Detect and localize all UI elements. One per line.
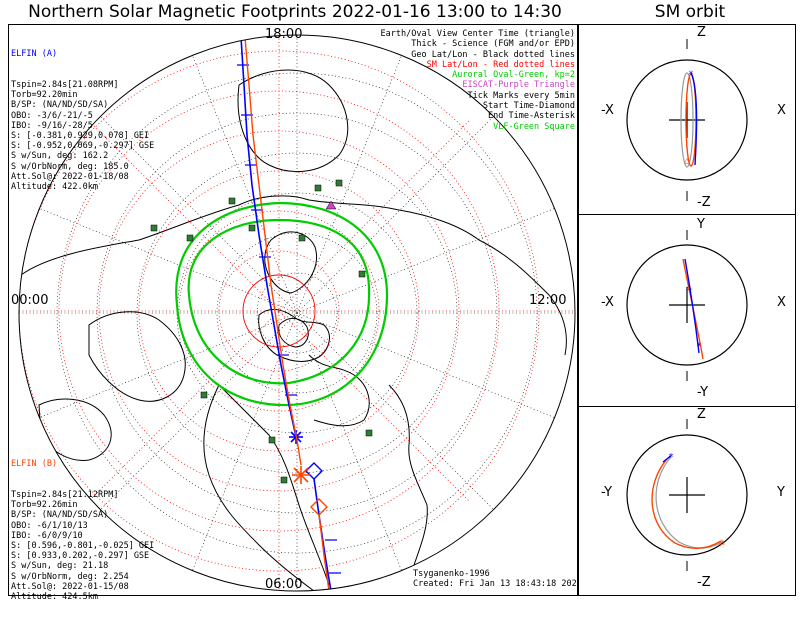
vlf-square: [228, 197, 236, 205]
svg-text:△: △: [686, 282, 692, 292]
sm-pole-circle: [242, 274, 316, 348]
svg-text:*: *: [688, 70, 693, 80]
sm-yz-top: Z: [697, 407, 706, 422]
info-line: Tspin=2.84s[21.12RPM]: [11, 490, 119, 501]
info-line: S: [-0.381,0.929,0.078] GEI: [11, 131, 150, 142]
clock-label-left: 00:00: [11, 293, 49, 308]
info-line: S: [0.596,-0.801,-0.025] GEI: [11, 541, 155, 552]
eiscat-triangle: [325, 200, 337, 210]
info-line: Altitude: 422.0km: [11, 182, 98, 193]
auroral-oval: [175, 201, 389, 407]
sm-yz-right: Y: [777, 485, 785, 500]
elfin-b-end-asterisk: [292, 466, 310, 484]
credit-line: Created: Fri Jan 13 18:43:18 2023: [413, 579, 582, 589]
svg-text:△: △: [719, 537, 725, 547]
elfin-a-info: ELFIN (A) Tspin=2.84s[21.08RPM] Torb=92.2…: [11, 29, 154, 213]
vlf-square: [280, 476, 288, 484]
vlf-square: [200, 391, 208, 399]
info-line: S w/Sun, deg: 162.2: [11, 151, 109, 162]
legend-item: End Time-Asterisk: [488, 111, 575, 122]
sm-xz-right: X: [777, 103, 786, 118]
legend-item: Auroral Oval-Green, kp=2: [452, 70, 575, 81]
svg-text:*: *: [696, 342, 701, 352]
elfin-b-info: ELFIN (B) Tspin=2.84s[21.12RPM] Torb=92.2…: [11, 439, 154, 623]
vlf-square: [186, 234, 194, 242]
elfin-b-lines: Tspin=2.84s[21.12RPM] Torb=92.26min B/SP: …: [11, 490, 154, 602]
sm-yz-bottom: -Z: [697, 575, 711, 590]
sm-panel-yz: * △ Z -Z -Y Y: [578, 406, 796, 596]
geo-grid: [19, 35, 575, 591]
clock-label-bottom: 06:00: [265, 577, 303, 592]
info-line: S w/OrbNorm, deg: 185.0: [11, 161, 129, 172]
info-line: B/SP: (NA/ND/SD/SA): [11, 100, 109, 111]
sm-panel-xz: △ * Z -Z -X X: [578, 24, 796, 216]
info-line: IBO: -6/0/9/10: [11, 530, 83, 541]
info-line: Altitude: 424.5km: [11, 592, 98, 603]
vlf-square: [268, 436, 276, 444]
vlf-square: [358, 270, 366, 278]
elfin-a-title: ELFIN (A): [11, 49, 58, 60]
vlf-square: [248, 224, 256, 232]
vlf-square: [335, 179, 343, 187]
info-line: OBO: -3/6/-21/-5: [11, 110, 93, 121]
elfin-b-track: [244, 36, 330, 591]
info-line: OBO: -6/1/10/13: [11, 520, 88, 531]
vlf-square: [314, 184, 322, 192]
sm-plot-xy: △ *: [626, 230, 748, 381]
sm-panel-xy: △ * Y -Y -X X: [578, 214, 796, 408]
legend-item: SM Lat/Lon - Red dotted lines: [426, 59, 575, 70]
credit: Tsyganenko-1996 Created: Fri Jan 13 18:43…: [413, 569, 582, 589]
sm-xy-top: Y: [697, 217, 705, 232]
legend-item: EISCAT-Purple Triangle: [462, 80, 575, 91]
info-line: S: [-0.952,0.069,-0.297] GSE: [11, 141, 155, 152]
svg-text:*: *: [668, 452, 674, 463]
clock-label-top: 18:00: [265, 27, 303, 42]
sm-xz-bottom: -Z: [697, 195, 711, 210]
vlf-square: [365, 429, 373, 437]
sm-xy-left: -X: [601, 295, 614, 310]
sm-xz-left: -X: [601, 103, 614, 118]
sm-plot-yz: * △: [626, 419, 748, 571]
info-line: Att.Sol@: 2022-01-15/08: [11, 581, 129, 592]
polar-map-panel: 18:00 00:00 12:00 06:00 ELFIN (A) Tspin=…: [8, 24, 582, 602]
sm-xy-right: X: [777, 295, 786, 310]
info-line: S w/Sun, deg: 21.18: [11, 561, 109, 572]
elfin-a-lines: Tspin=2.84s[21.08RPM] Torb=92.20min B/SP: …: [11, 80, 154, 192]
sm-plot-xz: △ *: [626, 39, 748, 201]
legend: Earth/Oval View Center Time (triangle) Th…: [381, 29, 575, 132]
legend-item: VLF-Green Square: [493, 121, 575, 132]
elfin-b-title: ELFIN (B): [11, 459, 58, 470]
globe-outline: [18, 34, 576, 592]
legend-item: Earth/Oval View Center Time (triangle): [380, 29, 575, 39]
legend-item: Tick Marks every 5min: [467, 90, 575, 101]
info-line: B/SP: (NA/ND/SD/SA): [11, 510, 109, 521]
clock-label-right: 12:00: [529, 293, 567, 308]
legend-item: Geo Lat/Lon - Black dotted lines: [411, 49, 575, 60]
info-line: S: [0.933,0.202,-0.297] GSE: [11, 551, 150, 562]
credit-line: Tsyganenko-1996: [413, 569, 490, 579]
sm-xz-top: Z: [697, 25, 706, 40]
legend-item: Thick - Science (FGM and/or EPD): [411, 39, 575, 50]
info-line: S w/OrbNorm, deg: 2.254: [11, 571, 129, 582]
info-line: IBO: -9/16/-28/5: [11, 120, 93, 131]
sm-orbit-title: SM orbit: [654, 2, 726, 22]
info-line: Att.Sol@: 2022-01-18/08: [11, 171, 129, 182]
vlf-square: [150, 224, 158, 232]
info-line: Torb=92.20min: [11, 90, 78, 101]
polar-map: [18, 34, 576, 592]
elfin-a-start-diamond: [305, 462, 323, 480]
info-line: Tspin=2.84s[21.08RPM]: [11, 80, 119, 91]
vlf-stations: [150, 179, 373, 484]
info-line: Torb=92.26min: [11, 500, 78, 511]
vlf-square: [298, 234, 306, 242]
sm-grid: [19, 35, 575, 591]
sm-xy-bottom: -Y: [697, 385, 709, 400]
sm-yz-left: -Y: [601, 485, 613, 500]
svg-text:△: △: [684, 156, 690, 166]
legend-item: Start Time-Diamond: [482, 101, 575, 112]
